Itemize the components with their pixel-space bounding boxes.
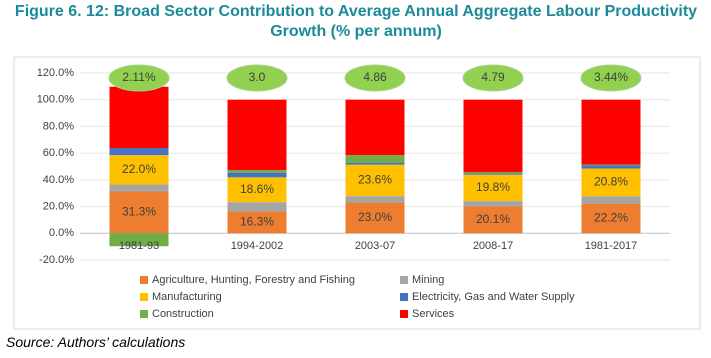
bar-segment [109,233,169,247]
y-tick-label: 100.0% [37,94,75,106]
legend-swatch [400,276,408,284]
data-label: 20.8% [594,175,628,189]
chart-title: Figure 6. 12: Broad Sector Contribution … [14,3,698,40]
annotation: 2.11% [122,70,155,84]
x-tick-label: 1981-93 [119,240,159,252]
annotation: 4.86 [363,70,387,84]
data-label: 16.3% [240,215,274,229]
data-label: 18.6% [240,182,274,196]
annotation-bubble [344,64,406,92]
data-label: 23.0% [358,210,392,224]
y-tick-label: 0.0% [49,227,74,239]
bar-segment [345,162,405,165]
source-note: Source: Authors’ calculations [6,334,186,350]
y-tick-label: -20.0% [39,254,74,266]
data-label: 20.1% [476,212,510,226]
bar-segment [463,206,523,234]
bar-segment [345,99,405,156]
bar-segment [227,169,287,173]
annotation-bubble [462,64,524,92]
bar-segment [581,196,641,204]
x-tick-label: 2003-07 [355,240,395,252]
y-tick-label: 120.0% [37,67,75,79]
legend-swatch [400,293,408,301]
bar-segment [463,99,523,172]
annotation: 3.0 [249,70,266,84]
legend-label: Electricity, Gas and Water Supply [412,291,575,303]
bar-segment [463,201,523,207]
legend-label: Services [412,308,455,320]
data-label: 31.3% [122,205,156,219]
data-label: 23.6% [358,173,392,187]
bar-segment [227,211,287,234]
annotation-bubble [580,64,642,92]
y-tick-label: 60.0% [43,147,74,159]
legend-label: Construction [152,308,214,320]
annotation: 3.44% [594,70,628,84]
bar-segment [227,172,287,178]
bar-segment [109,155,169,185]
bar-segment [227,202,287,212]
annotation-bubble [226,64,288,92]
bar-segment [345,202,405,234]
bar-segment [581,164,641,166]
legend-swatch [140,293,148,301]
x-tick-label: 1994-2002 [231,240,284,252]
bar-segment [109,86,169,149]
bar-segment [109,184,169,192]
annotation-bubble [108,64,170,92]
x-tick-label: 1981-2017 [585,240,638,252]
legend-label: Agriculture, Hunting, Forestry and Fishi… [152,274,355,286]
bar-segment [345,164,405,197]
bar-segment [581,203,641,234]
data-label: 19.8% [476,180,510,194]
legend-swatch [400,310,408,318]
bar-segment [227,99,287,170]
legend-label: Mining [412,274,444,286]
bar-segment [227,177,287,203]
bar-segment [463,173,523,175]
legend-label: Manufacturing [152,291,222,303]
y-tick-label: 20.0% [43,200,74,212]
bar-segment [581,165,641,169]
data-label: 22.0% [122,162,156,176]
data-label: 22.2% [594,211,628,225]
legend-swatch [140,276,148,284]
bar-segment [581,168,641,197]
bar-segment [463,174,523,202]
x-tick-label: 2008-17 [473,240,513,252]
legend-swatch [140,310,148,318]
bar-segment [345,155,405,163]
bar-segment [581,99,641,165]
y-tick-label: 40.0% [43,174,74,186]
bar-segment [109,191,169,234]
bar-segment [345,196,405,203]
y-tick-label: 80.0% [43,120,74,132]
bar-segment [109,148,169,156]
annotation: 4.79 [481,70,505,84]
bar-segment [463,171,523,174]
